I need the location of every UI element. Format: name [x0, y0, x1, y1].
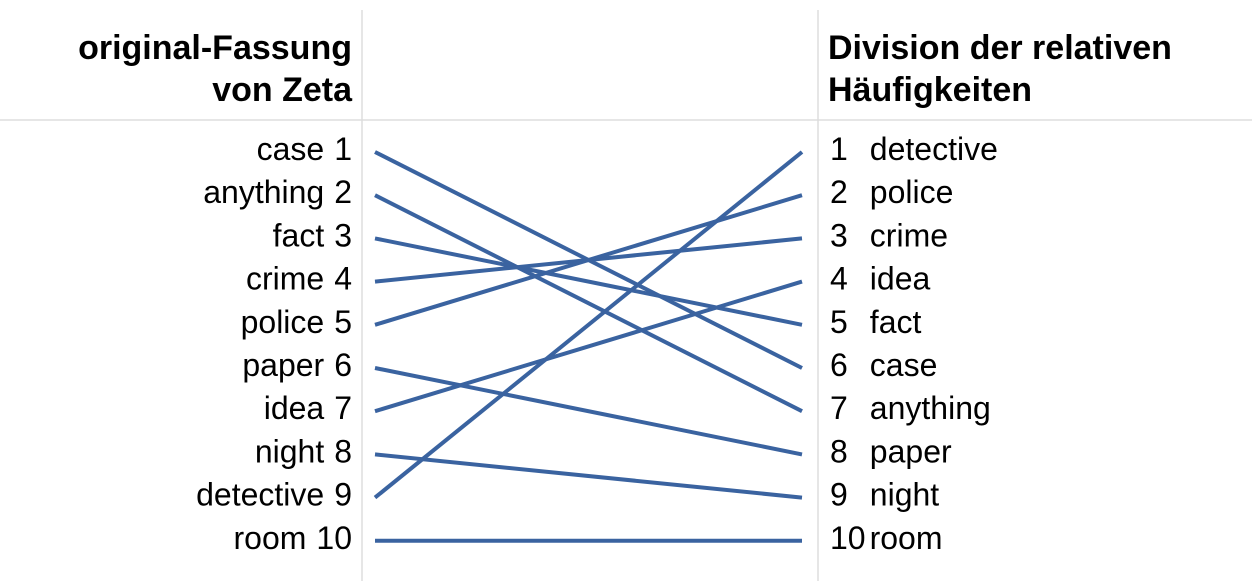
- rank: 1: [334, 131, 352, 167]
- left-item: room 10: [234, 520, 353, 556]
- right-item: 10 room: [830, 520, 943, 556]
- right-item: 6 case: [830, 347, 937, 383]
- connector: [374, 452, 803, 500]
- right-item: 9 night: [830, 477, 939, 513]
- rank: 10: [316, 520, 352, 556]
- rank: 7: [830, 391, 848, 427]
- rank: 2: [830, 175, 848, 211]
- left-item: paper 6: [242, 347, 352, 383]
- word: case: [257, 131, 325, 167]
- right-item: 1 detective: [830, 131, 998, 167]
- right-item: 3 crime: [830, 218, 948, 254]
- connector: [373, 150, 804, 500]
- rank: 9: [334, 477, 352, 513]
- word: room: [870, 520, 943, 556]
- word: night: [255, 434, 325, 470]
- rank: 3: [334, 218, 352, 254]
- word: idea: [264, 391, 325, 427]
- rank: 9: [830, 477, 848, 513]
- left-item: night 8: [255, 434, 352, 470]
- rank: 4: [830, 261, 848, 297]
- left-item: idea 7: [264, 391, 352, 427]
- word: room: [234, 520, 307, 556]
- rank: 7: [334, 391, 352, 427]
- rank: 8: [830, 434, 848, 470]
- rank: 4: [334, 261, 352, 297]
- left-title: von Zeta: [212, 71, 353, 109]
- connector: [374, 366, 803, 457]
- left-item: anything 2: [203, 175, 352, 211]
- rank: 5: [334, 304, 352, 340]
- word: night: [870, 477, 940, 513]
- left-item: case 1: [257, 131, 352, 167]
- left-item: fact 3: [273, 218, 352, 254]
- connector: [374, 236, 803, 327]
- right-item: 2 police: [830, 175, 953, 211]
- connector: [374, 279, 803, 414]
- word: detective: [196, 477, 324, 513]
- rank: 6: [830, 347, 848, 383]
- right-item: 7 anything: [830, 391, 991, 427]
- left-item: detective 9: [196, 477, 352, 513]
- word: fact: [273, 218, 325, 254]
- word: crime: [870, 218, 948, 254]
- right-item: 5 fact: [830, 304, 921, 340]
- left-item: police 5: [241, 304, 352, 340]
- word: police: [241, 304, 325, 340]
- rank: 6: [334, 347, 352, 383]
- word: crime: [246, 261, 324, 297]
- word: police: [870, 175, 954, 211]
- word: detective: [870, 131, 998, 167]
- right-title: Häufigkeiten: [828, 71, 1032, 109]
- word: anything: [203, 175, 324, 211]
- left-title: original-Fassung: [78, 29, 352, 67]
- rank: 1: [830, 131, 848, 167]
- rank: 5: [830, 304, 848, 340]
- connector: [374, 193, 803, 413]
- word: fact: [870, 304, 922, 340]
- right-title: Division der relativen: [828, 29, 1172, 67]
- right-item: 4 idea: [830, 261, 931, 297]
- word: idea: [870, 261, 931, 297]
- word: anything: [870, 391, 991, 427]
- rank: 10: [830, 520, 866, 556]
- rank: 3: [830, 218, 848, 254]
- left-item: crime 4: [246, 261, 352, 297]
- rank: 8: [334, 434, 352, 470]
- word: case: [870, 347, 938, 383]
- word: paper: [870, 434, 952, 470]
- word: paper: [242, 347, 324, 383]
- connector: [374, 193, 803, 327]
- rank: 2: [334, 175, 352, 211]
- right-item: 8 paper: [830, 434, 952, 470]
